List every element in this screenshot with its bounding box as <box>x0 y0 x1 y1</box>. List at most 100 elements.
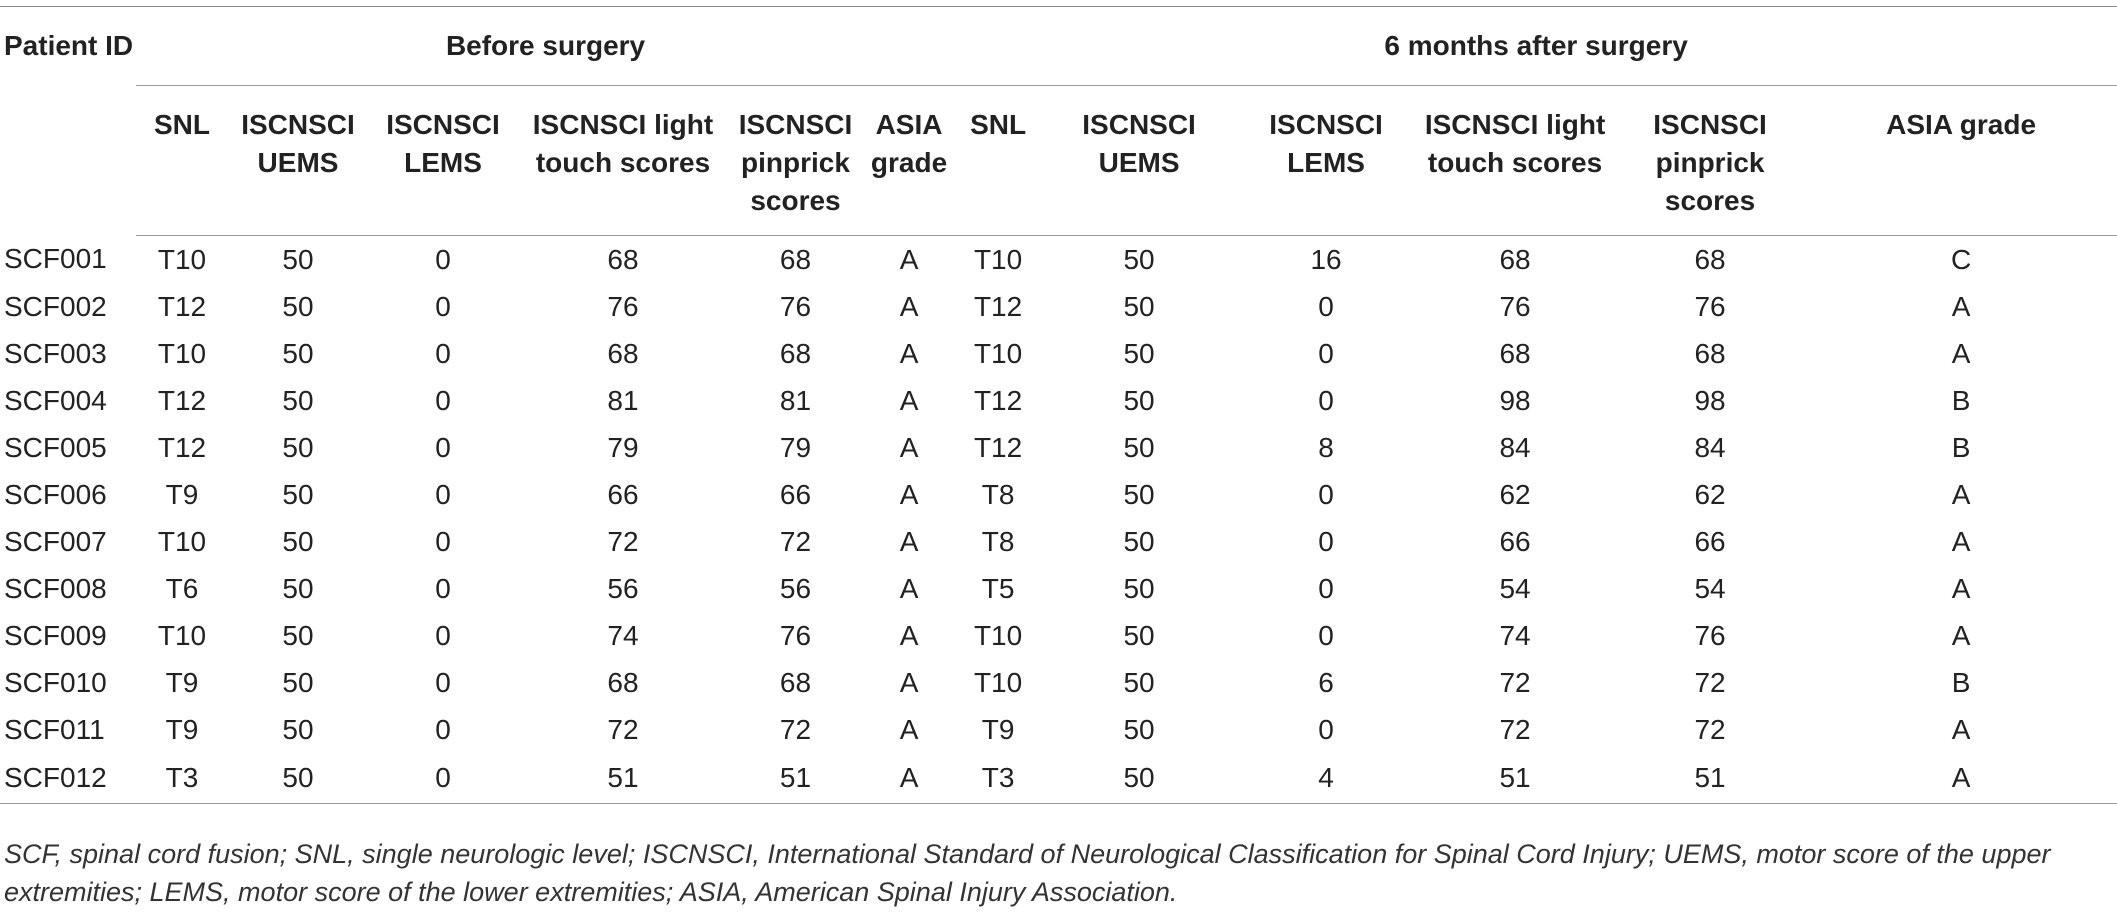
cell-asia-after: C <box>1950 243 1972 275</box>
table-row: SCF010 T9 50 0 68 68 A T10 50 6 72 72 B <box>0 659 2117 706</box>
cell-light-touch-after: 66 <box>1499 525 1531 557</box>
table-body: SCF001 T10 50 0 68 68 A T10 50 16 68 68 C SCF002 T12 50… <box>0 236 2117 804</box>
cell-light-touch-after: 51 <box>1415 753 1616 804</box>
cell-light-touch-before: 68 <box>607 666 639 698</box>
cell-pinprick-after: 76 <box>1694 290 1726 322</box>
cell-uems-before: 50 <box>282 384 314 416</box>
header-blank-cell <box>0 86 136 236</box>
cell-snl-after: T8 <box>981 525 1015 557</box>
cell-pinprick-before: 76 <box>779 290 812 322</box>
cell-pinprick-before: 68 <box>779 243 812 275</box>
cell-lems-before: 0 <box>435 572 451 604</box>
cell-light-touch-after: 84 <box>1499 431 1531 463</box>
cell-uems-after: 50 <box>1123 478 1155 510</box>
col-header-pinprick-before: ISCNSCI pinprick scores <box>728 85 863 236</box>
col-header-asia-after: ASIA grade <box>1805 85 2117 236</box>
cell-light-touch-before: 66 <box>607 478 639 510</box>
header-row-columns: SNL ISCNSCI UEMS ISCNSCI LEMS ISCNSCI li… <box>0 85 2117 236</box>
cell-snl-after: T9 <box>981 713 1015 745</box>
col-header-light-touch-before: ISCNSCI light touch scores <box>518 85 728 236</box>
cell-light-touch-before: 74 <box>607 619 639 651</box>
cell-patient-id: SCF004 <box>4 384 107 416</box>
cell-uems-before: 50 <box>282 619 314 651</box>
cell-asia-after: A <box>1951 619 1971 651</box>
cell-lems-after: 0 <box>1318 619 1334 651</box>
cell-snl-after: T8 <box>981 478 1015 510</box>
table-row: SCF011 T9 50 0 72 72 A T9 50 0 72 72 A <box>0 706 2117 753</box>
cell-patient-id: SCF001 <box>4 243 107 275</box>
cell-lems-after: 0 <box>1318 290 1334 322</box>
cell-pinprick-after: 84 <box>1694 431 1726 463</box>
cell-asia-before: A <box>899 431 919 463</box>
cell-lems-before: 0 <box>435 525 451 557</box>
cell-lems-before: 0 <box>435 384 451 416</box>
col-header-uems-after: ISCNSCI UEMS <box>1041 85 1238 236</box>
cell-pinprick-after: 76 <box>1694 619 1726 651</box>
cell-light-touch-after: 68 <box>1499 243 1531 275</box>
cell-lems-before: 0 <box>435 666 451 698</box>
cell-patient-id: SCF005 <box>4 431 107 463</box>
cell-asia-after: A <box>1951 572 1971 604</box>
cell-asia-before: A <box>899 666 919 698</box>
cell-uems-before: 50 <box>282 337 314 369</box>
table-row: SCF002 T12 50 0 76 76 A T12 50 0 76 76 A <box>0 283 2117 330</box>
cell-snl-after: T12 <box>973 431 1023 463</box>
table-row: SCF012 T3 50 0 51 51 A T3 50 4 51 51 A <box>0 753 2117 804</box>
cell-uems-before: 50 <box>282 713 314 745</box>
col-header-lems-after: ISCNSCI LEMS <box>1237 85 1416 236</box>
cell-uems-before: 50 <box>282 666 314 698</box>
cell-lems-after: 0 <box>1318 337 1334 369</box>
cell-lems-after: 0 <box>1318 525 1334 557</box>
cell-light-touch-before: 81 <box>607 384 639 416</box>
cell-asia-after: A <box>1805 753 2117 804</box>
cell-light-touch-after: 72 <box>1499 713 1531 745</box>
cell-snl-after: T3 <box>955 753 1042 804</box>
cell-asia-before: A <box>863 753 956 804</box>
col-header-pinprick-after: ISCNSCI pinprick scores <box>1615 85 1806 236</box>
cell-pinprick-before: 56 <box>779 572 812 604</box>
cell-pinprick-after: 68 <box>1694 337 1726 369</box>
cell-snl-after: T10 <box>973 337 1023 369</box>
cell-light-touch-before: 72 <box>607 525 639 557</box>
cell-uems-after: 50 <box>1123 384 1155 416</box>
cell-uems-after: 50 <box>1123 572 1155 604</box>
cell-uems-after: 50 <box>1123 431 1155 463</box>
cell-asia-after: A <box>1951 337 1971 369</box>
cell-lems-after: 0 <box>1318 713 1334 745</box>
cell-lems-after: 8 <box>1318 431 1334 463</box>
cell-patient-id: SCF003 <box>4 337 107 369</box>
cell-uems-before: 50 <box>282 243 314 275</box>
table-row: SCF005 T12 50 0 79 79 A T12 50 8 84 84 B <box>0 424 2117 471</box>
header-row-groups: Patient ID Before surgery 6 months after… <box>0 6 2117 86</box>
cell-uems-before: 50 <box>282 431 314 463</box>
table-row: SCF008 T6 50 0 56 56 A T5 50 0 54 54 A <box>0 565 2117 612</box>
cell-light-touch-before: 51 <box>518 753 728 804</box>
cell-snl-after: T12 <box>973 384 1023 416</box>
cell-light-touch-after: 74 <box>1499 619 1531 651</box>
col-header-lems-before: ISCNSCI LEMS <box>368 85 518 236</box>
cell-pinprick-after: 54 <box>1694 572 1726 604</box>
cell-pinprick-after: 72 <box>1694 713 1726 745</box>
table-row: SCF009 T10 50 0 74 76 A T10 50 0 74 76 A <box>0 612 2117 659</box>
cell-lems-after: 16 <box>1310 243 1342 275</box>
cell-asia-before: A <box>899 525 919 557</box>
cell-snl-before: T10 <box>157 525 207 557</box>
cell-snl-before: T3 <box>136 753 228 804</box>
cell-light-touch-before: 76 <box>607 290 639 322</box>
cell-uems-after: 50 <box>1123 666 1155 698</box>
cell-light-touch-after: 76 <box>1499 290 1531 322</box>
cell-pinprick-after: 98 <box>1694 384 1726 416</box>
results-table-container: Patient ID Before surgery 6 months after… <box>0 6 2117 804</box>
col-header-snl-after: SNL <box>955 85 1042 236</box>
table-row: SCF004 T12 50 0 81 81 A T12 50 0 98 98 B <box>0 377 2117 424</box>
cell-light-touch-after: 62 <box>1499 478 1531 510</box>
cell-snl-before: T9 <box>165 478 199 510</box>
cell-pinprick-before: 66 <box>779 478 812 510</box>
cell-lems-before: 0 <box>435 290 451 322</box>
table-row: SCF003 T10 50 0 68 68 A T10 50 0 68 68 A <box>0 330 2117 377</box>
patient-id-header: Patient ID <box>0 6 136 86</box>
cell-lems-after: 4 <box>1237 753 1416 804</box>
cell-asia-before: A <box>899 290 919 322</box>
cell-uems-before: 50 <box>282 290 314 322</box>
cell-lems-after: 0 <box>1318 478 1334 510</box>
